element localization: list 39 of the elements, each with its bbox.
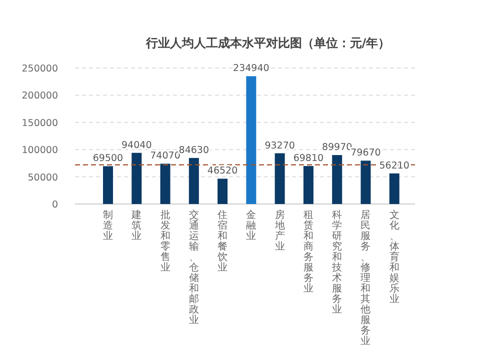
bar [274, 153, 285, 204]
y-tick-label: 250000 [22, 64, 58, 74]
category-label: 交通运输、仓储和邮政业 [188, 210, 199, 326]
bar [246, 76, 256, 204]
bar [332, 155, 342, 204]
data-label: 89970 [322, 142, 352, 154]
x-tick-label: 房地产业 [274, 209, 285, 252]
bar [188, 158, 199, 204]
bar [360, 160, 371, 204]
bar [160, 164, 170, 204]
data-label: 46520 [207, 166, 238, 177]
data-label: 69810 [293, 153, 324, 164]
bar [303, 166, 314, 204]
bar [132, 152, 142, 204]
bar [103, 166, 113, 204]
data-label: 84630 [178, 144, 210, 156]
data-label: 69500 [92, 153, 124, 164]
y-tick-label: 50000 [28, 172, 58, 184]
chart-title: 行业人均人工成本水平对比图（单位：元/年） [144, 36, 390, 50]
y-tick-label: 0 [52, 200, 58, 210]
x-tick-label: 住宿和餐饮业 [216, 210, 228, 274]
data-label: 93270 [264, 140, 295, 152]
bar [389, 173, 400, 204]
x-tick-label: 金融业 [246, 209, 256, 242]
bar [218, 178, 228, 204]
data-label: 79670 [350, 148, 381, 159]
x-tick-label: 批发和零售业 [160, 209, 170, 274]
y-tick-label: 200000 [22, 90, 58, 102]
y-tick-label: 150000 [22, 118, 58, 129]
x-tick-label: 制造业 [103, 209, 113, 242]
data-label: 94040 [122, 140, 152, 151]
data-label: 74070 [150, 150, 180, 162]
x-tick-label: 租赁和商务服务业 [303, 210, 314, 294]
x-tick-label: 建筑业 [130, 209, 142, 242]
category-label: 居民服务、修理和其他服务业 [360, 210, 371, 347]
category-label: 文化、体育和娱乐业 [389, 210, 400, 305]
data-label: 234940 [233, 63, 270, 74]
y-tick-label: 100000 [22, 145, 58, 156]
category-label: 科学研究和技术服务业 [332, 210, 342, 316]
